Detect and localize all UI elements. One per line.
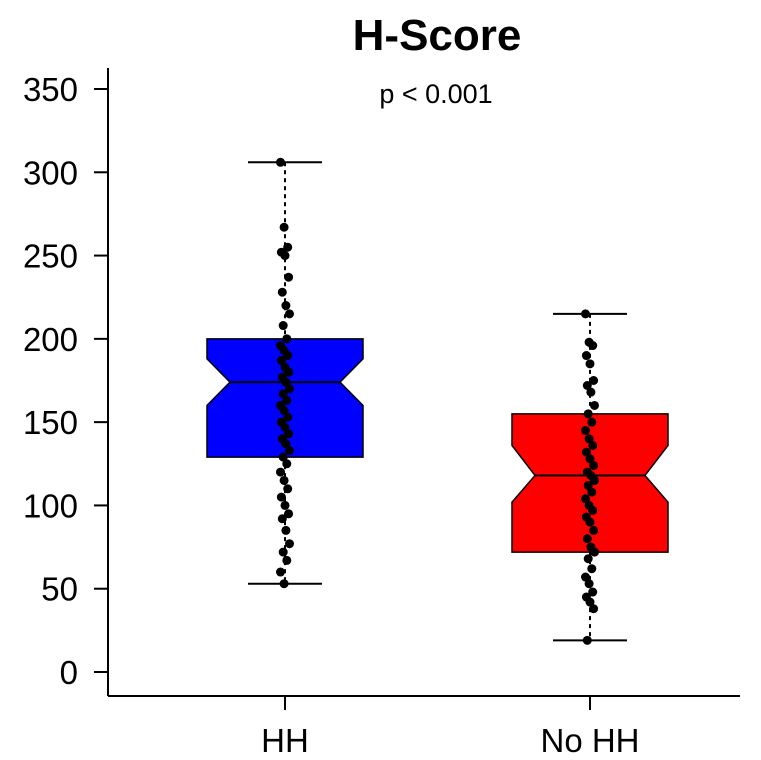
data-point [279,579,289,589]
data-point [585,517,595,527]
data-point [276,157,285,167]
axes: 0 50 100 150 200 250 300 350 HH No HH [23,68,740,759]
data-point [590,400,599,410]
data-point [581,447,591,457]
data-point [585,454,595,464]
y-tick-label: 200 [23,321,78,358]
data-point [590,475,599,485]
data-point [278,321,288,331]
x-tick-label: No HH [540,722,639,759]
data-point [279,405,289,415]
data-point [284,367,294,377]
data-point [586,387,596,397]
data-point [281,525,291,535]
data-point [276,567,285,577]
data-point [285,384,294,394]
data-point [283,412,293,422]
y-tick-label: 300 [23,154,78,191]
data-point [283,351,293,361]
data-point [581,425,590,435]
data-point [588,505,598,515]
data-point [587,564,597,574]
data-point [277,514,287,524]
data-point [589,460,599,470]
data-point [285,445,294,455]
y-tick-label: 250 [23,238,78,275]
box-group-no-hh [511,309,669,645]
data-point [284,429,294,439]
y-tick-label: 0 [60,654,78,691]
data-point [582,635,592,645]
data-point [584,579,594,589]
box-series [206,157,669,645]
data-point [282,459,292,469]
data-point [279,222,289,232]
y-tick-label: 100 [23,487,78,524]
data-point [582,534,592,544]
data-point [585,597,595,607]
data-point [583,480,593,490]
data-point [285,539,294,549]
data-point [588,341,598,351]
data-point [284,509,294,519]
data-point [281,439,291,449]
data-point [280,251,290,261]
data-point [276,356,286,366]
x-tick-label: HH [261,722,309,759]
data-point [276,492,286,502]
data-point [587,417,597,427]
y-tick-label: 350 [23,71,78,108]
data-point [582,380,592,390]
y-tick-label: 50 [41,571,78,608]
box-group-hh [206,157,364,589]
data-point [285,309,294,319]
data-point [280,500,290,510]
data-point [278,389,288,399]
data-point [278,547,288,557]
data-point [590,547,599,557]
data-point [585,359,595,369]
data-point [589,604,599,614]
data-point [279,475,289,485]
data-point [283,484,293,494]
data-point [281,301,291,311]
data-point [282,395,292,405]
data-point [581,572,590,582]
data-point [282,334,292,344]
chart-title: H-Score [353,11,522,60]
p-value-annotation: p < 0.001 [379,79,492,109]
y-tick-label: 150 [23,404,78,441]
data-point [284,272,294,282]
data-point [581,309,590,319]
data-point [587,487,597,497]
data-point [589,525,599,535]
data-point [589,376,599,385]
data-point [281,377,291,387]
data-point [282,555,292,565]
data-point [581,351,591,361]
data-point [584,434,594,444]
data-point [583,409,593,419]
data-point [588,587,598,597]
data-point [581,494,590,504]
data-point [278,452,288,462]
data-point [283,242,293,252]
data-point [277,287,287,297]
data-point [280,422,290,432]
data-point [583,554,593,564]
data-point [276,467,285,477]
data-point [588,440,598,450]
